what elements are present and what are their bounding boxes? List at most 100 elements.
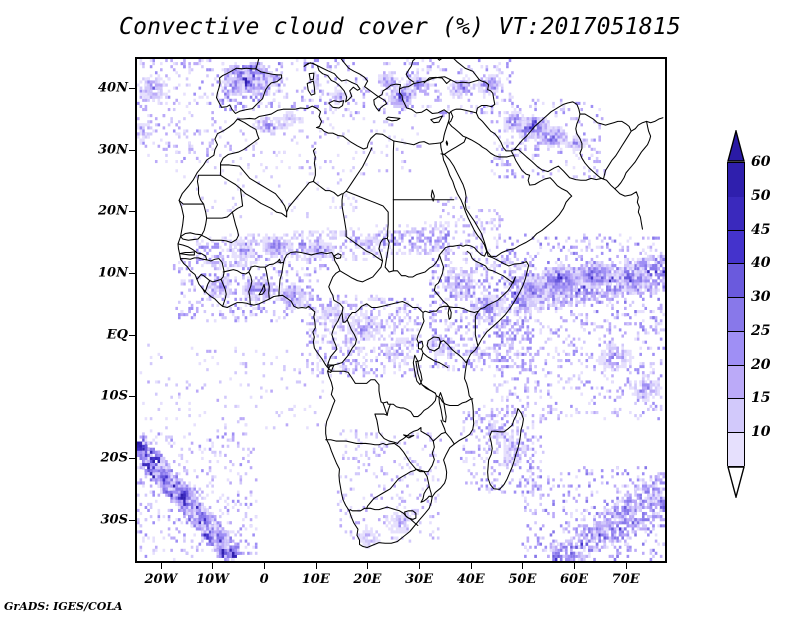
- cloud-cell: [295, 230, 299, 234]
- cloud-cell: [516, 129, 519, 133]
- cloud-cell: [267, 236, 271, 240]
- cloud-cell: [319, 98, 322, 102]
- cloud-cell: [498, 80, 501, 84]
- cloud-cell: [319, 297, 322, 301]
- cloud-cell: [244, 68, 248, 72]
- cloud-cell: [244, 254, 248, 259]
- cloud-cell: [354, 334, 358, 338]
- cloud-cell: [370, 331, 373, 335]
- cloud-cell: [352, 205, 355, 210]
- cloud-cell: [242, 257, 245, 261]
- cloud-cell: [226, 288, 230, 292]
- cloud-cell: [436, 227, 440, 231]
- cloud-cell: [339, 89, 343, 93]
- cloud-cell: [562, 141, 566, 145]
- cloud-cell: [303, 291, 307, 295]
- cloud-cell: [208, 282, 212, 286]
- cloud-cell: [234, 65, 237, 69]
- cloud-cell: [236, 74, 240, 78]
- cloud-cell: [195, 260, 199, 265]
- cloud-cell: [342, 254, 345, 259]
- cloud-cell: [380, 150, 384, 154]
- cloud-cell: [221, 313, 225, 317]
- cloud-cell: [321, 251, 325, 255]
- cloud-cell: [326, 248, 330, 252]
- cloud-cell: [390, 297, 394, 301]
- cloud-cell: [408, 319, 412, 323]
- cloud-cell: [316, 297, 320, 301]
- cloud-cell: [439, 224, 442, 228]
- cloud-cell: [303, 303, 307, 307]
- cloud-cell: [301, 230, 304, 234]
- cloud-cell: [311, 362, 314, 366]
- cloud-cell: [500, 83, 504, 87]
- cloud-cell: [280, 65, 284, 69]
- cloud-cell: [411, 368, 414, 372]
- cloud-cell: [316, 77, 320, 81]
- cloud-cell: [354, 111, 358, 115]
- cloud-cell: [262, 297, 266, 301]
- cloud-cell: [403, 371, 407, 375]
- cloud-cell: [577, 141, 581, 145]
- cloud-cell: [283, 288, 286, 292]
- cloud-cell: [311, 340, 314, 344]
- cloud-cell: [280, 126, 284, 130]
- cloud-cell: [500, 71, 504, 75]
- cloud-cell: [508, 126, 512, 130]
- cloud-cell: [293, 233, 296, 237]
- cloud-cell: [211, 205, 214, 210]
- cloud-cell: [308, 328, 312, 332]
- cloud-cell: [218, 276, 222, 280]
- cloud-cell: [352, 98, 355, 102]
- cloud-cell: [536, 144, 540, 148]
- cloud-cell: [498, 153, 501, 157]
- cloud-cell: [270, 71, 273, 75]
- cloud-cell: [349, 343, 353, 347]
- cloud-cell: [211, 245, 214, 249]
- cloud-cell: [290, 209, 294, 213]
- cloud-cell: [424, 89, 427, 93]
- cloud-cell: [498, 68, 501, 72]
- cloud-cell: [390, 77, 394, 81]
- cloud-cell: [262, 74, 266, 78]
- cloud-cell: [367, 239, 371, 243]
- cloud-cell: [593, 120, 596, 124]
- cloud-cell: [401, 77, 404, 81]
- cloud-cell: [370, 242, 373, 246]
- cloud-cell: [339, 233, 343, 237]
- cloud-cell: [459, 86, 463, 90]
- cloud-cell: [434, 224, 437, 228]
- cloud-cell: [326, 117, 330, 121]
- cloud-cell: [372, 236, 376, 240]
- cloud-cell: [352, 334, 355, 338]
- cloud-cell: [429, 251, 432, 255]
- cloud-cell: [324, 248, 327, 252]
- cloud-cell: [308, 98, 312, 102]
- cloud-cell: [283, 233, 286, 237]
- cloud-cell: [347, 368, 350, 372]
- cloud-cell: [593, 159, 596, 164]
- cloud-cell: [249, 89, 253, 93]
- cloud-cell: [336, 297, 340, 301]
- cloud-cell: [239, 74, 243, 78]
- cloud-cell: [236, 187, 240, 191]
- cloud-cell: [203, 310, 207, 314]
- cloud-cell: [401, 374, 404, 378]
- cloud-cell: [508, 163, 512, 167]
- cloud-cell: [301, 279, 304, 283]
- cloud-cell: [383, 233, 386, 237]
- cloud-cell: [293, 120, 296, 124]
- cloud-cell: [398, 310, 401, 314]
- cloud-cell: [203, 260, 207, 265]
- cloud-cell: [247, 65, 250, 69]
- cloud-cell: [336, 101, 340, 105]
- cloud-cell: [398, 95, 401, 99]
- cloud-cell: [482, 83, 486, 87]
- cloud-cell: [311, 98, 314, 102]
- cloud-cell: [221, 62, 225, 66]
- cloud-cell: [383, 306, 386, 310]
- cloud-cell: [213, 285, 217, 289]
- cloud-cell: [234, 74, 237, 78]
- cloud-cell: [236, 319, 240, 323]
- cloud-cell: [411, 245, 414, 249]
